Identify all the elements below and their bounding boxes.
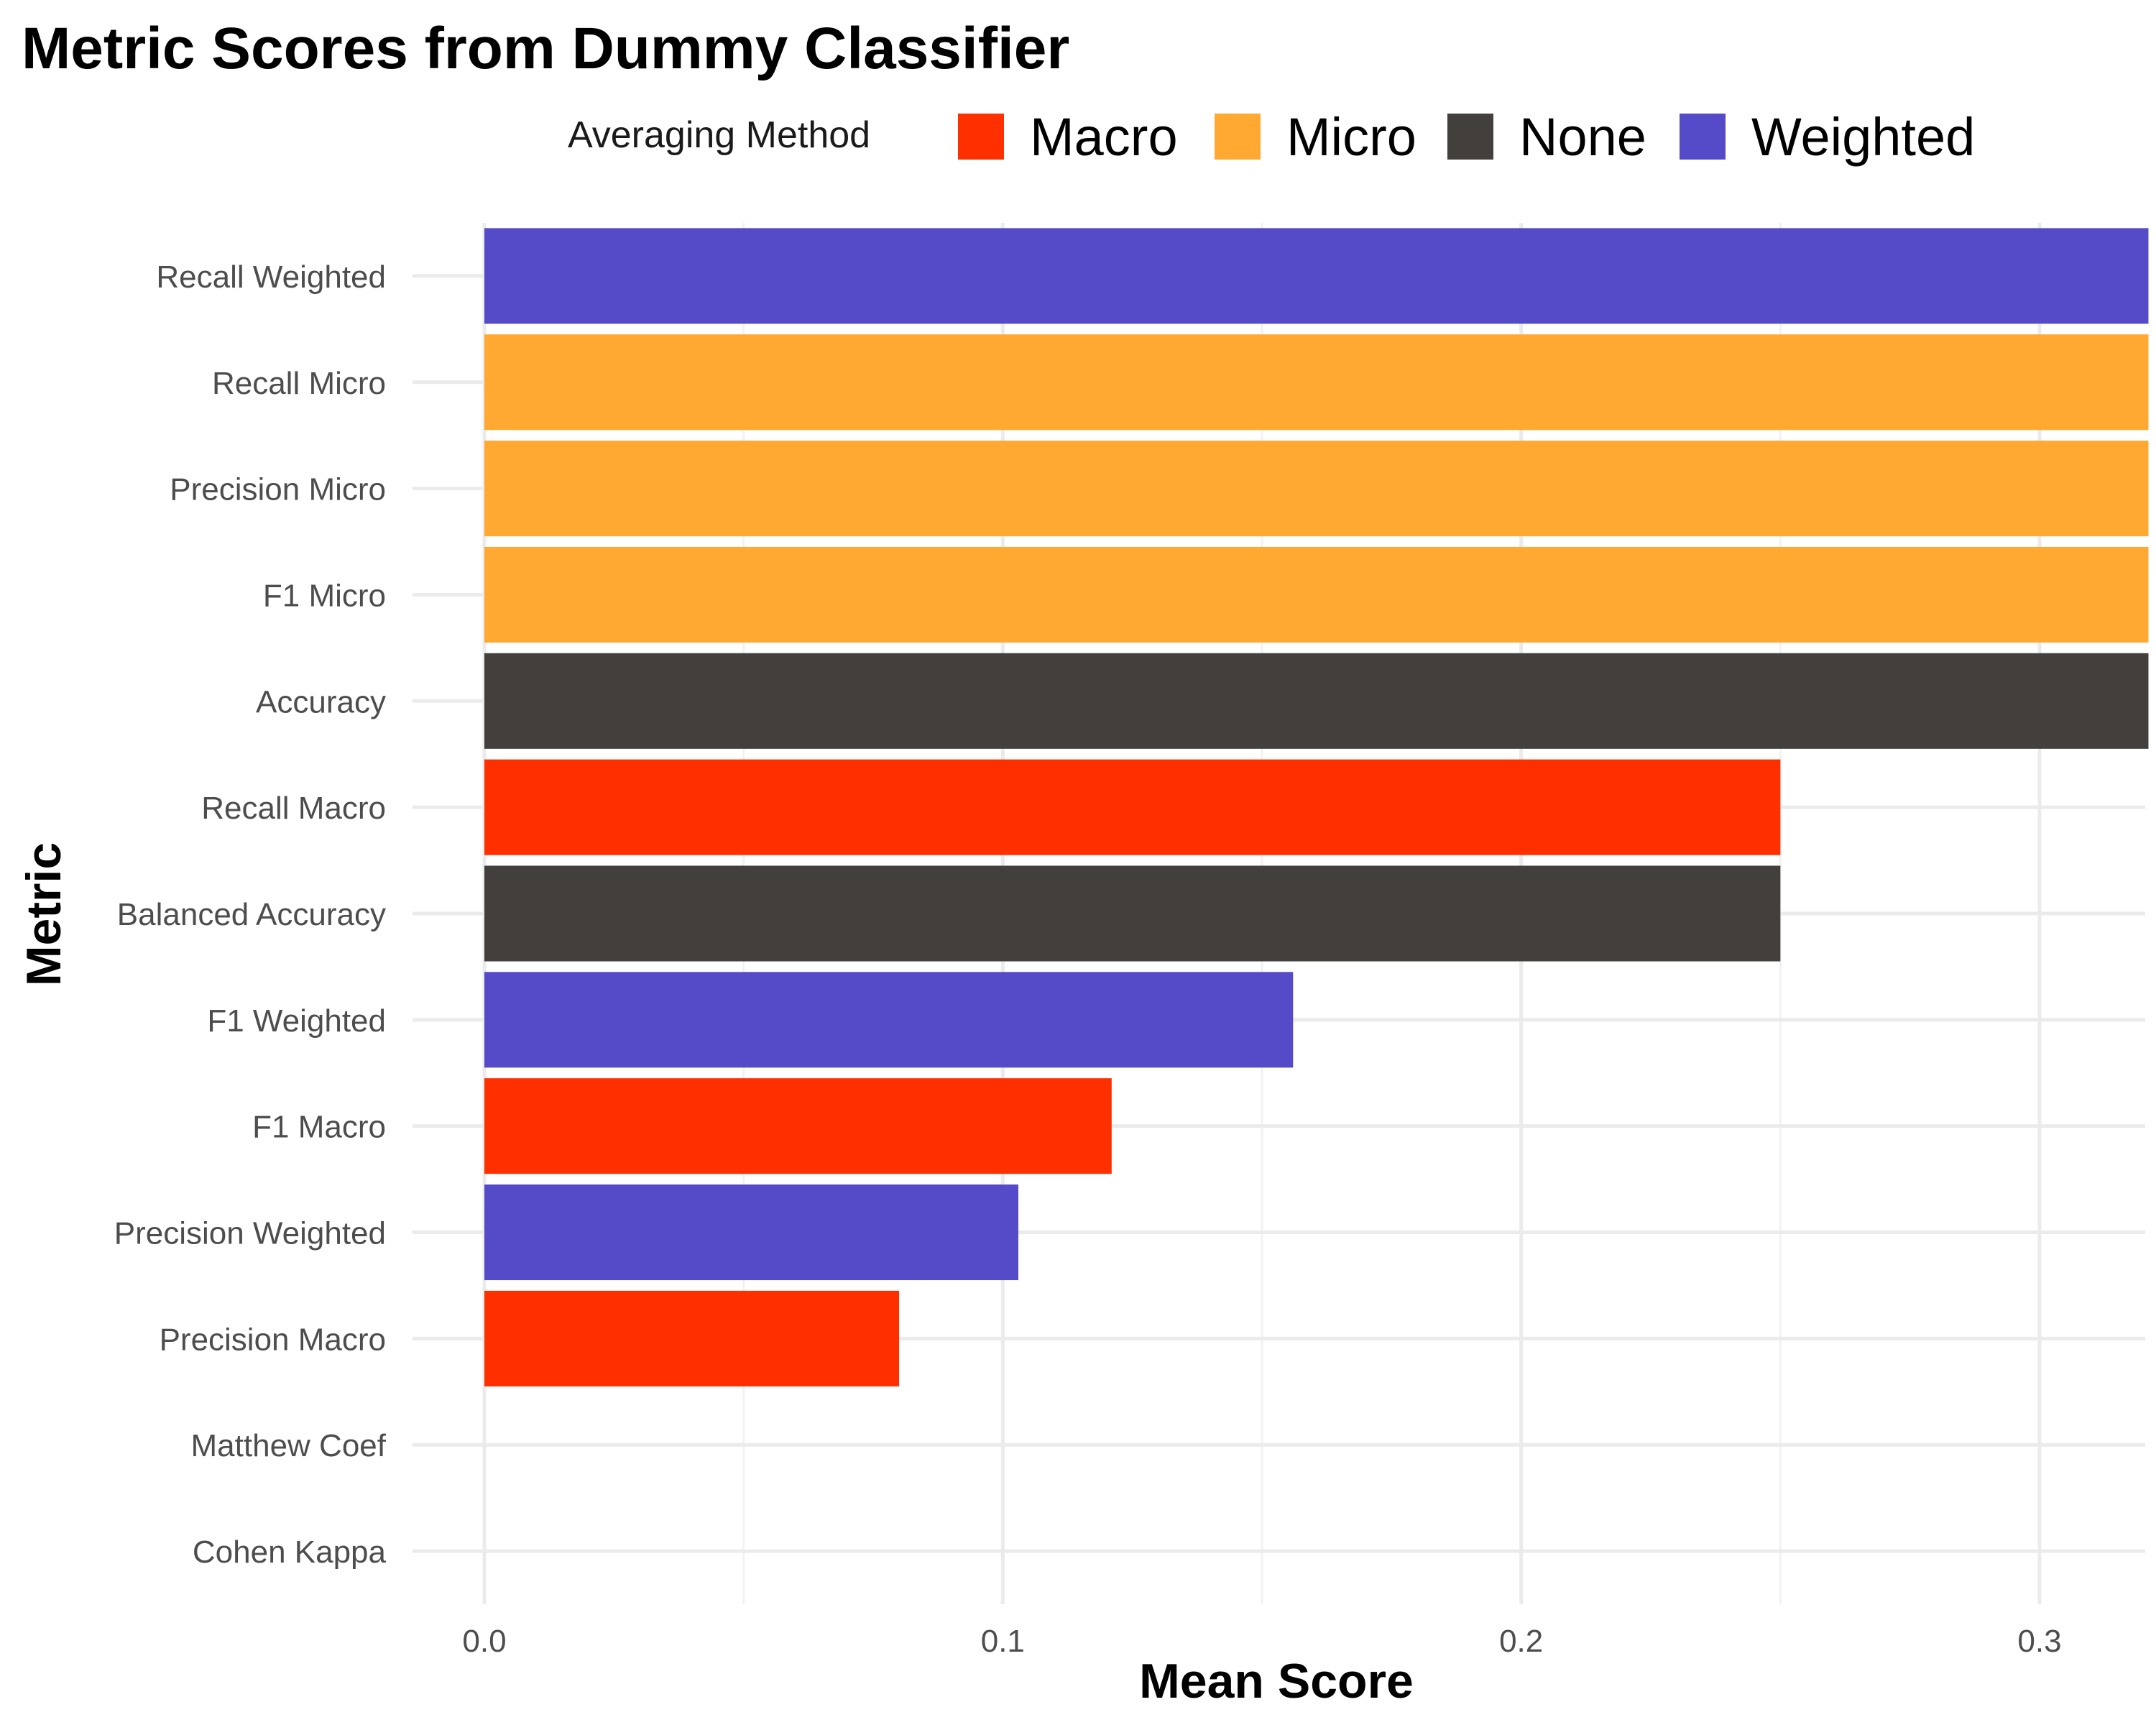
x-tick-label: 0.2 [1499, 1624, 1543, 1659]
bar-recall-weighted [484, 228, 2149, 324]
x-tick-label: 0.0 [462, 1624, 506, 1659]
y-axis-tick-labels: Recall Weighted Recall Micro Precision Mic… [114, 259, 387, 1570]
bar-recall-macro [484, 759, 1781, 855]
y-tick-label: Balanced Accuracy [117, 897, 386, 932]
legend-swatch-none [1447, 114, 1493, 160]
chart-title: Metric Scores from Dummy Classifier [22, 16, 1069, 81]
y-tick-label: Recall Weighted [156, 259, 386, 295]
legend-title: Averaging Method [568, 114, 870, 156]
y-tick-label: F1 Weighted [207, 1003, 386, 1039]
y-tick-label: Cohen Kappa [193, 1535, 387, 1570]
y-tick-label: Matthew Coef [191, 1428, 387, 1463]
bar-recall-micro [484, 334, 2149, 431]
legend-label-macro: Macro [1030, 107, 1178, 167]
bar-f1-micro [484, 546, 2149, 643]
bar-balanced-accuracy [484, 865, 1781, 962]
x-axis-title: Mean Score [1139, 1654, 1414, 1708]
bar-f1-macro [484, 1078, 1112, 1174]
x-tick-label: 0.3 [2017, 1624, 2061, 1659]
y-tick-label: Accuracy [256, 684, 386, 719]
y-tick-label: Precision Weighted [114, 1216, 386, 1251]
x-tick-label: 0.1 [981, 1624, 1025, 1659]
legend-swatch-micro [1215, 114, 1261, 160]
bar-f1-weighted [484, 972, 1294, 1068]
bar-precision-macro [484, 1290, 900, 1386]
bars [484, 228, 2149, 1386]
bar-precision-weighted [484, 1184, 1018, 1281]
y-tick-label: F1 Micro [263, 578, 386, 613]
y-tick-label: Recall Macro [201, 791, 386, 826]
y-tick-label: Precision Macro [160, 1322, 386, 1357]
legend: Averaging Method Macro Micro None Weighted [568, 107, 1975, 167]
bar-precision-micro [484, 441, 2149, 537]
y-axis-title: Metric [17, 842, 71, 986]
legend-label-none: None [1519, 107, 1646, 167]
y-tick-label: Precision Micro [170, 472, 386, 507]
y-tick-label: Recall Micro [212, 366, 386, 401]
bar-accuracy [484, 653, 2149, 749]
legend-swatch-weighted [1680, 114, 1726, 160]
y-tick-label: F1 Macro [252, 1110, 386, 1145]
legend-label-weighted: Weighted [1751, 107, 1975, 167]
legend-label-micro: Micro [1286, 107, 1416, 167]
legend-swatch-macro [958, 114, 1004, 160]
x-axis-tick-labels: 0.0 0.1 0.2 0.3 [462, 1624, 2061, 1659]
